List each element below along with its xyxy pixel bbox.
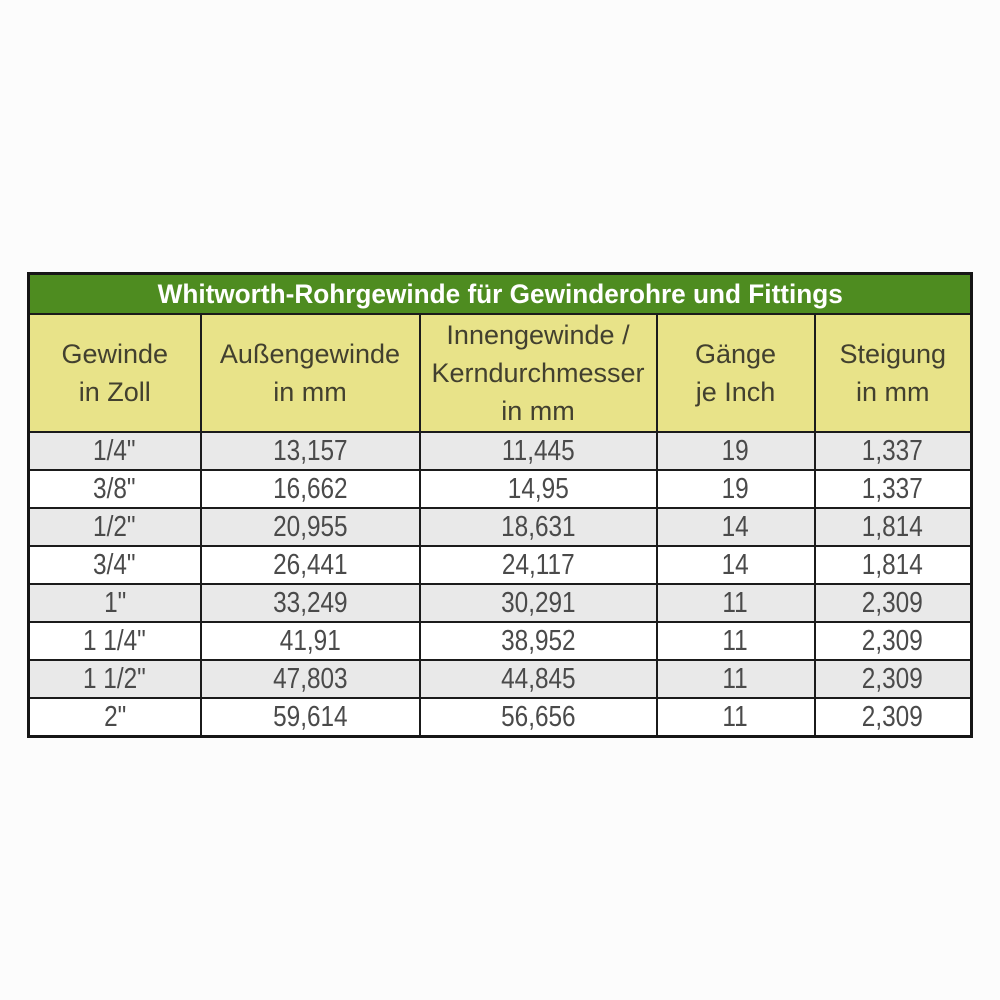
cell-gewinde: 3/4" <box>27 545 202 585</box>
cell-gaenge: 14 <box>655 507 816 547</box>
table-row: 1 1/2" 47,803 44,845 11 2,309 <box>27 659 973 699</box>
cell-gaenge: 19 <box>655 469 816 509</box>
column-header-innengewinde-kerndurchmesser: Innengewinde / Kerndurchmesser in mm <box>418 313 658 433</box>
cell-aussengewinde: 33,249 <box>199 583 421 623</box>
cell-innengewinde: 18,631 <box>418 507 658 547</box>
table-row: 2" 59,614 56,656 11 2,309 <box>27 697 973 738</box>
table-title-text: Whitworth-Rohrgewinde für Gewinderohre u… <box>157 278 843 309</box>
table-row: 3/8" 16,662 14,95 19 1,337 <box>27 469 973 509</box>
header-row: Gewinde in Zoll Außengewinde in mm Innen… <box>27 313 973 433</box>
cell-steigung: 2,309 <box>813 583 973 623</box>
cell-gaenge: 19 <box>655 431 816 471</box>
table-row: 1/2" 20,955 18,631 14 1,814 <box>27 507 973 547</box>
column-header-aussengewinde-in-mm: Außengewinde in mm <box>199 313 421 433</box>
cell-gewinde: 1 1/2" <box>27 659 202 699</box>
column-header-gewinde-in-zoll: Gewinde in Zoll <box>27 313 202 433</box>
cell-gewinde: 1" <box>27 583 202 623</box>
cell-gaenge: 14 <box>655 545 816 585</box>
cell-aussengewinde: 13,157 <box>199 431 421 471</box>
cell-gewinde: 3/8" <box>27 469 202 509</box>
whitworth-thread-table: Whitworth-Rohrgewinde für Gewinderohre u… <box>27 272 973 738</box>
cell-steigung: 1,337 <box>813 431 973 471</box>
cell-gaenge: 11 <box>655 659 816 699</box>
cell-innengewinde: 14,95 <box>418 469 658 509</box>
table-row: 1/4" 13,157 11,445 19 1,337 <box>27 431 973 471</box>
cell-gaenge: 11 <box>655 583 816 623</box>
cell-innengewinde: 44,845 <box>418 659 658 699</box>
cell-steigung: 2,309 <box>813 621 973 661</box>
table-row: 3/4" 26,441 24,117 14 1,814 <box>27 545 973 585</box>
cell-aussengewinde: 26,441 <box>199 545 421 585</box>
table-row: 1 1/4" 41,91 38,952 11 2,309 <box>27 621 973 661</box>
title-row: Whitworth-Rohrgewinde für Gewinderohre u… <box>27 272 973 315</box>
cell-aussengewinde: 16,662 <box>199 469 421 509</box>
cell-innengewinde: 30,291 <box>418 583 658 623</box>
cell-innengewinde: 38,952 <box>418 621 658 661</box>
column-header-steigung-in-mm: Steigung in mm <box>813 313 973 433</box>
cell-innengewinde: 56,656 <box>418 697 658 738</box>
cell-steigung: 1,814 <box>813 507 973 547</box>
cell-innengewinde: 24,117 <box>418 545 658 585</box>
cell-steigung: 1,337 <box>813 469 973 509</box>
cell-gewinde: 1/4" <box>27 431 202 471</box>
cell-aussengewinde: 47,803 <box>199 659 421 699</box>
column-header-gaenge-je-inch: Gänge je Inch <box>655 313 816 433</box>
cell-gaenge: 11 <box>655 621 816 661</box>
table-title: Whitworth-Rohrgewinde für Gewinderohre u… <box>27 272 973 315</box>
whitworth-thread-table-container: Whitworth-Rohrgewinde für Gewinderohre u… <box>27 272 973 738</box>
cell-steigung: 2,309 <box>813 697 973 738</box>
cell-gewinde: 1 1/4" <box>27 621 202 661</box>
cell-aussengewinde: 20,955 <box>199 507 421 547</box>
cell-steigung: 1,814 <box>813 545 973 585</box>
table-row: 1" 33,249 30,291 11 2,309 <box>27 583 973 623</box>
cell-aussengewinde: 59,614 <box>199 697 421 738</box>
cell-aussengewinde: 41,91 <box>199 621 421 661</box>
cell-steigung: 2,309 <box>813 659 973 699</box>
cell-gewinde: 2" <box>27 697 202 738</box>
cell-innengewinde: 11,445 <box>418 431 658 471</box>
cell-gewinde: 1/2" <box>27 507 202 547</box>
cell-gaenge: 11 <box>655 697 816 738</box>
